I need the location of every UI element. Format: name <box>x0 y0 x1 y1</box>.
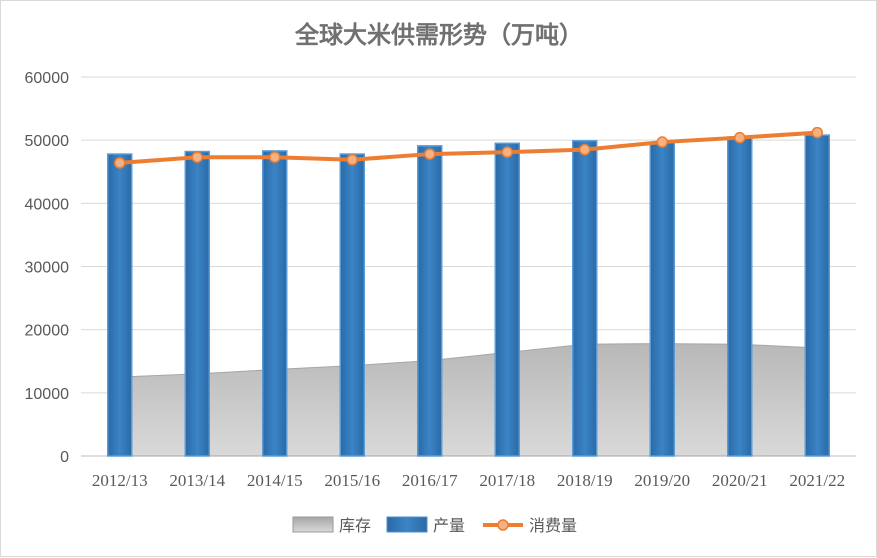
production-bar <box>339 153 365 457</box>
legend-item-stock: 库存 <box>292 516 371 535</box>
y-tick-label: 10000 <box>25 386 70 403</box>
y-axis-ticks: 0 10000 20000 30000 40000 50000 60000 <box>25 70 70 466</box>
consumption-point <box>734 131 746 144</box>
y-tick-label: 60000 <box>25 70 70 87</box>
consumption-point <box>656 136 668 148</box>
legend-item-consumption: 消费量 <box>483 516 577 535</box>
consumption-point <box>269 151 281 163</box>
stock-area-series <box>119 343 818 457</box>
y-tick-label: 30000 <box>25 260 70 277</box>
x-axis-ticks: 2012/13 2013/14 2014/15 2015/16 2016/17 2017/… <box>92 471 845 490</box>
consumption-point <box>811 126 823 139</box>
consumption-point <box>114 157 126 169</box>
x-tick-label: 2018/19 <box>557 471 613 490</box>
legend-item-production: 产量 <box>386 516 465 535</box>
production-bar <box>572 140 598 457</box>
production-bar <box>262 150 288 457</box>
x-tick-label: 2014/15 <box>247 471 303 490</box>
production-bar <box>184 150 210 457</box>
production-bar <box>417 145 443 457</box>
x-tick-label: 2020/21 <box>712 471 768 490</box>
production-bar-series <box>107 134 830 457</box>
x-tick-label: 2015/16 <box>324 471 380 490</box>
production-bar <box>107 153 133 457</box>
y-tick-label: 40000 <box>25 196 70 213</box>
production-bar <box>804 134 830 457</box>
chart-title: 全球大米供需形势（万吨） <box>294 21 583 49</box>
x-tick-label: 2012/13 <box>92 471 148 490</box>
consumption-line-series <box>114 126 823 169</box>
legend-swatch-stock <box>292 516 334 533</box>
x-tick-label: 2016/17 <box>402 471 458 490</box>
x-tick-label: 2021/22 <box>789 471 845 490</box>
y-tick-label: 20000 <box>25 323 70 340</box>
consumption-point <box>424 148 436 160</box>
y-tick-label: 0 <box>60 449 69 466</box>
legend-label-production: 产量 <box>433 516 465 535</box>
legend-label-consumption: 消费量 <box>529 516 577 535</box>
consumption-point <box>191 151 203 163</box>
x-tick-label: 2013/14 <box>169 471 225 490</box>
y-tick-label: 50000 <box>25 133 70 150</box>
consumption-point <box>501 146 513 158</box>
consumption-point <box>579 143 591 156</box>
consumption-line <box>117 130 820 165</box>
production-bar <box>494 142 520 457</box>
production-bar <box>727 136 753 457</box>
x-tick-label: 2017/18 <box>479 471 535 490</box>
x-tick-label: 2019/20 <box>634 471 690 490</box>
legend-swatch-production <box>386 516 428 533</box>
legend-marker-consumption <box>497 519 509 531</box>
stock-area <box>119 343 818 457</box>
consumption-point <box>346 153 358 166</box>
legend-label-stock: 库存 <box>339 516 371 535</box>
production-bar <box>649 141 675 457</box>
legend: 库存 产量 消费量 <box>292 516 577 535</box>
